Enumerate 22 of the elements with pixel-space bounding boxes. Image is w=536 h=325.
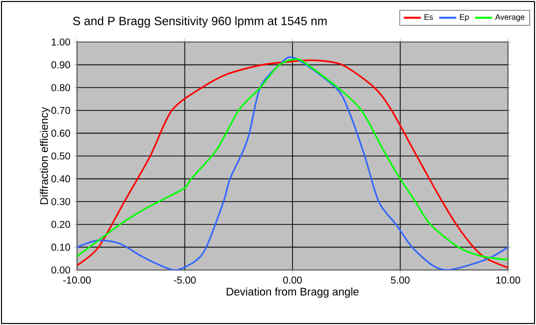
y-tick-label: 0.80 xyxy=(51,84,70,92)
x-tick-label: -10.00 xyxy=(63,276,91,284)
legend-label: Average xyxy=(495,14,524,22)
y-tick-label: 0.00 xyxy=(51,266,70,274)
chart-title: S and P Bragg Sensitivity 960 lpmm at 1545 nm xyxy=(73,16,327,28)
y-tick-label: 0.70 xyxy=(51,106,70,114)
y-tick-label: 0.50 xyxy=(51,152,70,160)
x-axis-title: Deviation from Bragg angle xyxy=(226,287,359,298)
x-tick-label: -5.00 xyxy=(174,276,196,284)
y-tick-label: 0.30 xyxy=(51,198,70,206)
y-tick-label: 0.40 xyxy=(51,175,70,182)
x-tick-label: 5.00 xyxy=(390,276,410,284)
y-tick-label: 0.10 xyxy=(51,244,70,251)
legend-label: Es xyxy=(424,14,433,20)
y-tick-label: 0.90 xyxy=(51,61,70,68)
y-tick-label: 1.00 xyxy=(52,38,70,46)
x-tick-label: 10.00 xyxy=(496,276,520,284)
legend-label: Ep xyxy=(460,14,469,22)
y-tick-label: 0.20 xyxy=(51,220,70,228)
y-tick-label: 0.60 xyxy=(51,130,70,137)
y-axis-title: Diffraction efficiency xyxy=(40,107,50,204)
x-tick-label: 0.00 xyxy=(283,276,302,284)
